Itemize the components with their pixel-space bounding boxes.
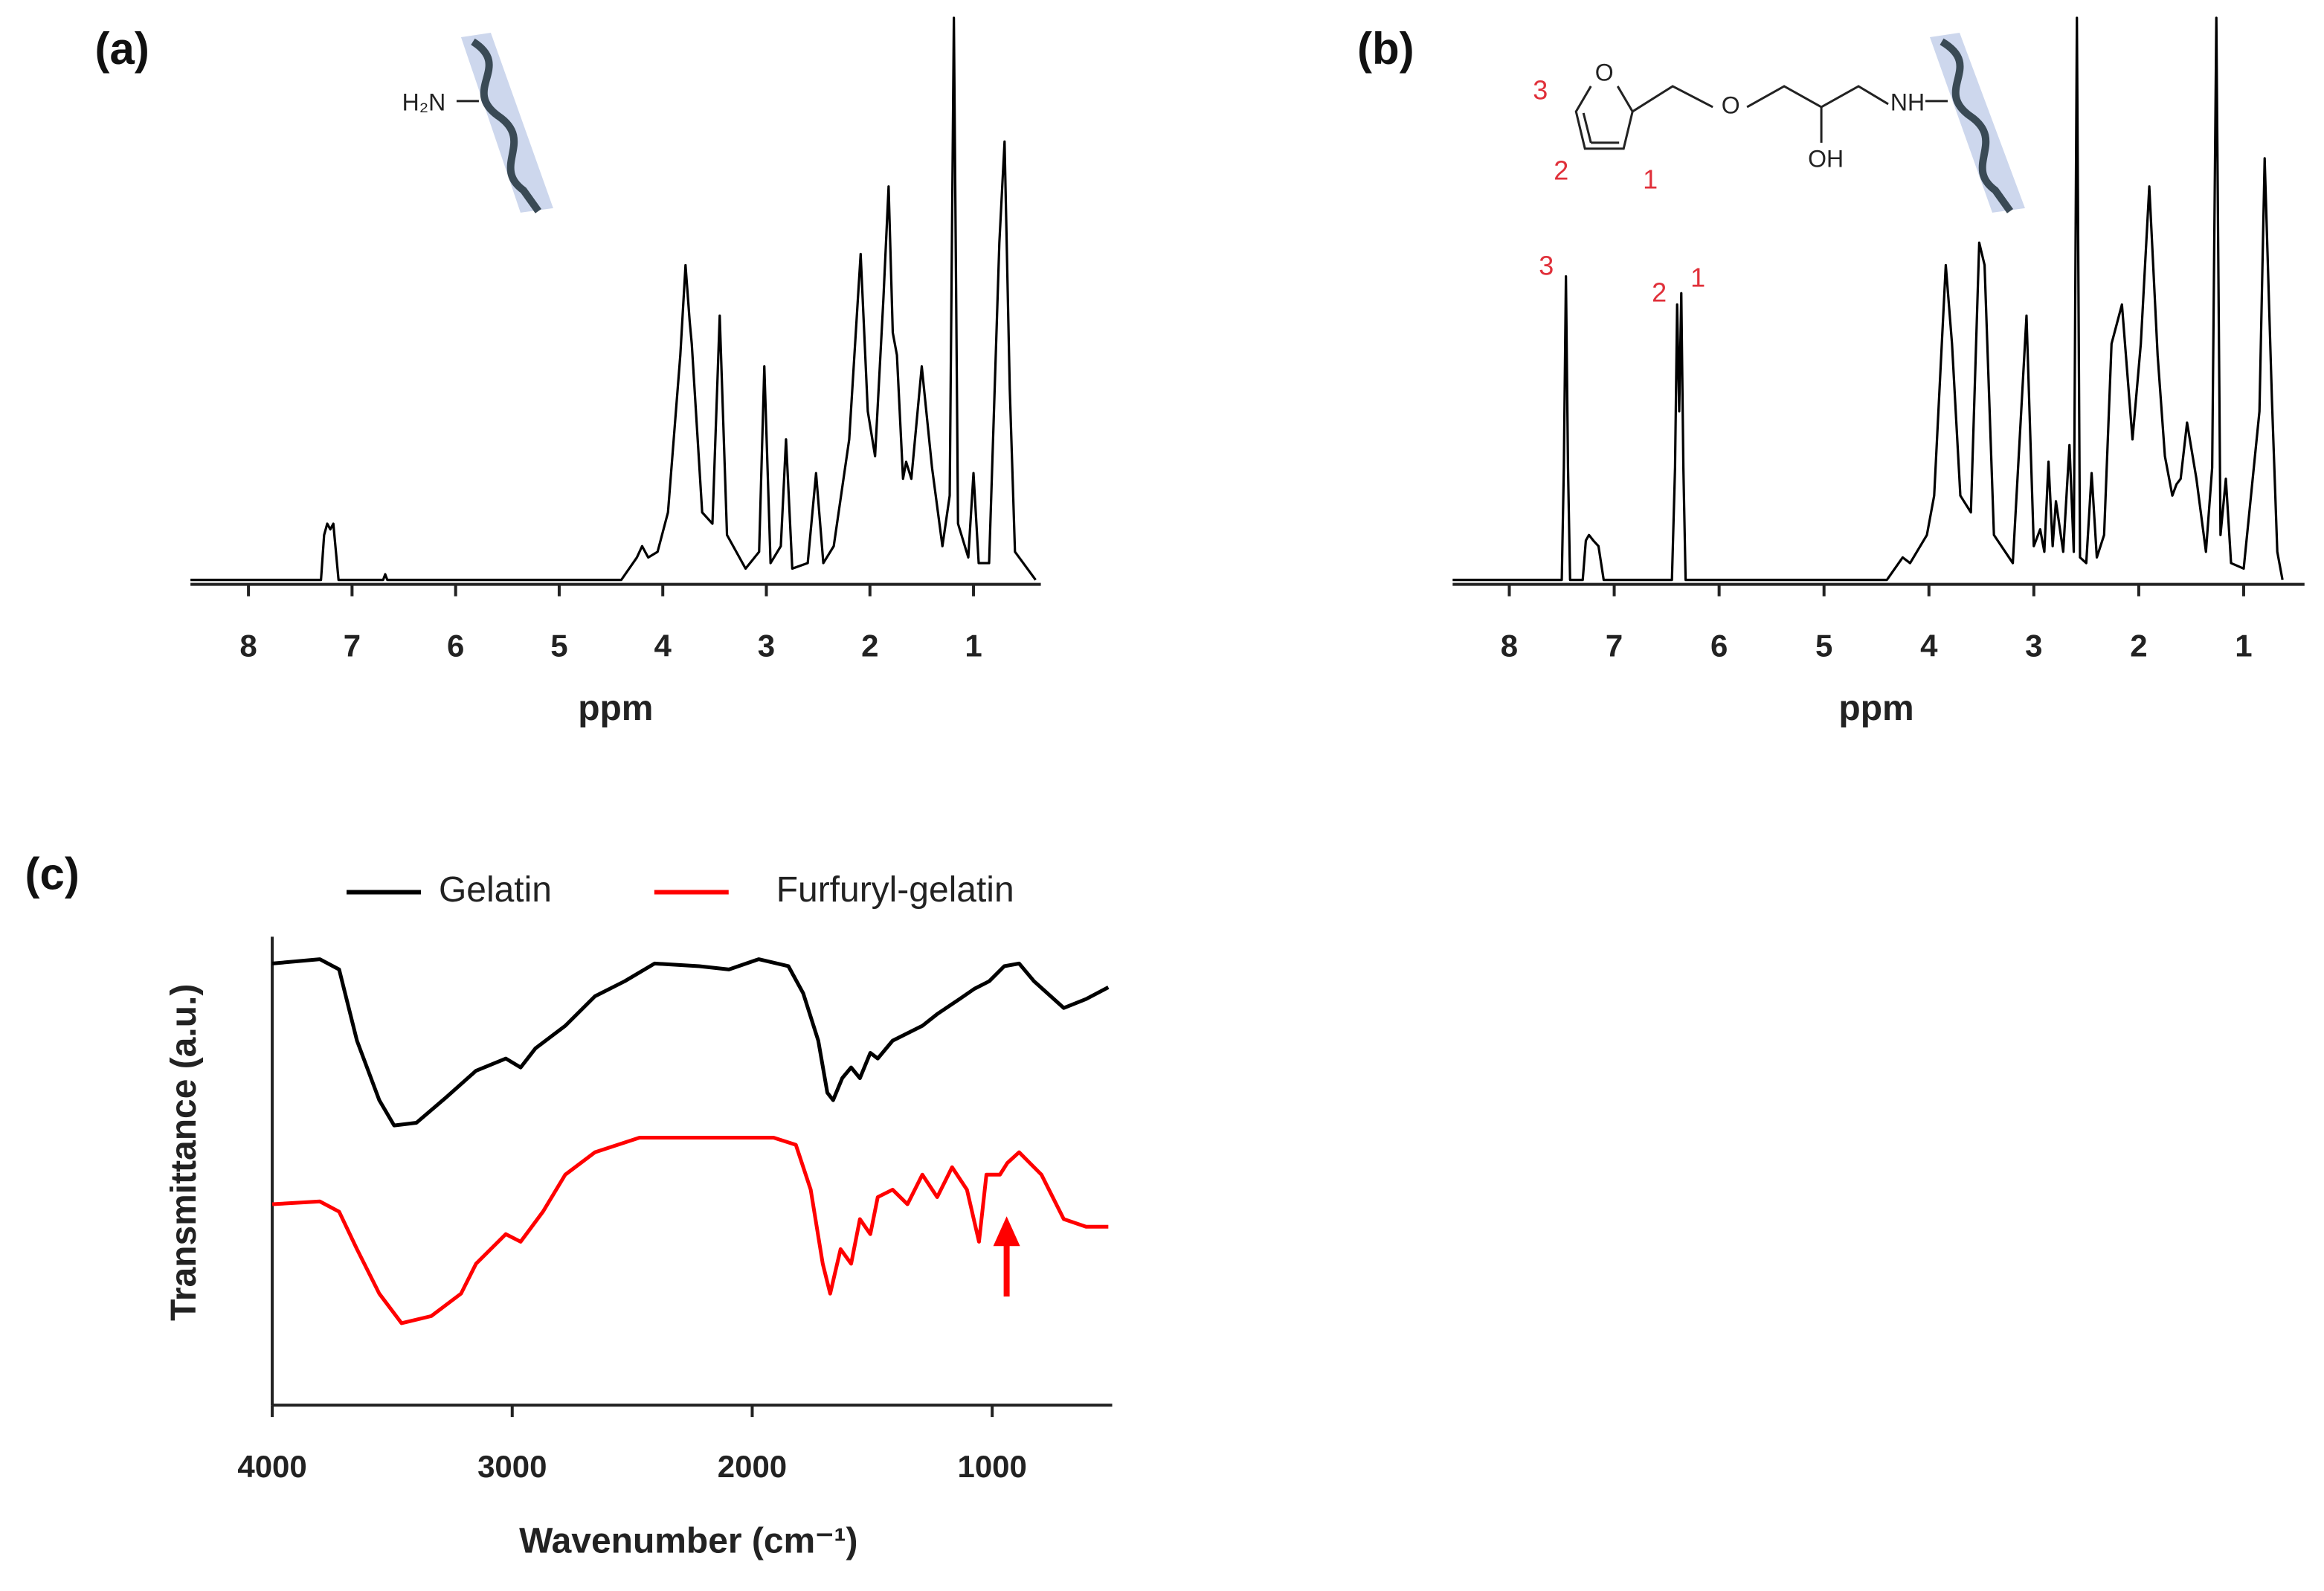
x-tick-label: 6: [1710, 629, 1728, 663]
x-axis-label: ppm: [1838, 689, 1913, 728]
x-tick-label: 5: [550, 629, 567, 663]
spectrum-line: [271, 957, 1110, 1128]
x-tick-label: 7: [1606, 629, 1623, 663]
arrow: [993, 1216, 1020, 1297]
legend-label: Furfuryl-gelatin: [776, 870, 1014, 910]
spectrum-line: [1452, 16, 2284, 582]
panel-label: (b): [1357, 24, 1414, 74]
x-axis-label: ppm: [578, 689, 653, 728]
x-tick-label: 6: [447, 629, 464, 663]
structure-label: O: [1595, 59, 1614, 86]
x-tick-label: 1000: [957, 1449, 1026, 1484]
peak-label: 2: [1652, 277, 1667, 307]
structure-number: 3: [1533, 74, 1548, 105]
x-tick-label: 1: [2235, 629, 2252, 663]
furfuryl-structure: [1574, 32, 2025, 213]
x-tick-label: 3: [758, 629, 775, 663]
x-tick-label: 7: [344, 629, 361, 663]
x-tick-label: 4: [654, 629, 672, 663]
gelatin-structure: H₂N: [402, 32, 553, 213]
x-tick-label: 3: [2025, 629, 2042, 663]
x-tick-label: 4000: [237, 1449, 306, 1484]
structure-label: H₂N: [402, 89, 446, 115]
peak-label: 3: [1539, 250, 1554, 280]
structure-number: 2: [1554, 155, 1568, 185]
spectrum-line: [190, 16, 1037, 582]
structure-label: NH: [1890, 89, 1925, 115]
x-tick-label: 3000: [477, 1449, 547, 1484]
structure-number: 1: [1643, 164, 1658, 194]
x-tick-label: 4: [1920, 629, 1938, 663]
x-tick-label: 2000: [718, 1449, 787, 1484]
legend-label: Gelatin: [439, 870, 552, 910]
x-tick-label: 5: [1815, 629, 1832, 663]
x-tick-label: 1: [965, 629, 982, 663]
x-tick-label: 8: [1501, 629, 1518, 663]
x-tick-label: 2: [2130, 629, 2147, 663]
structure-label: O: [1722, 91, 1740, 118]
x-tick-label: 8: [239, 629, 257, 663]
spectrum-line: [271, 1135, 1109, 1325]
x-tick-label: 2: [861, 629, 878, 663]
panel-label: (c): [25, 849, 80, 899]
structure-label: OH: [1808, 145, 1844, 172]
panel-label: (a): [95, 24, 149, 74]
peak-label: 1: [1690, 262, 1705, 292]
y-axis-label: Transmittance (a.u.): [164, 984, 204, 1321]
x-axis-label: Wavenumber (cm⁻¹): [519, 1522, 857, 1561]
